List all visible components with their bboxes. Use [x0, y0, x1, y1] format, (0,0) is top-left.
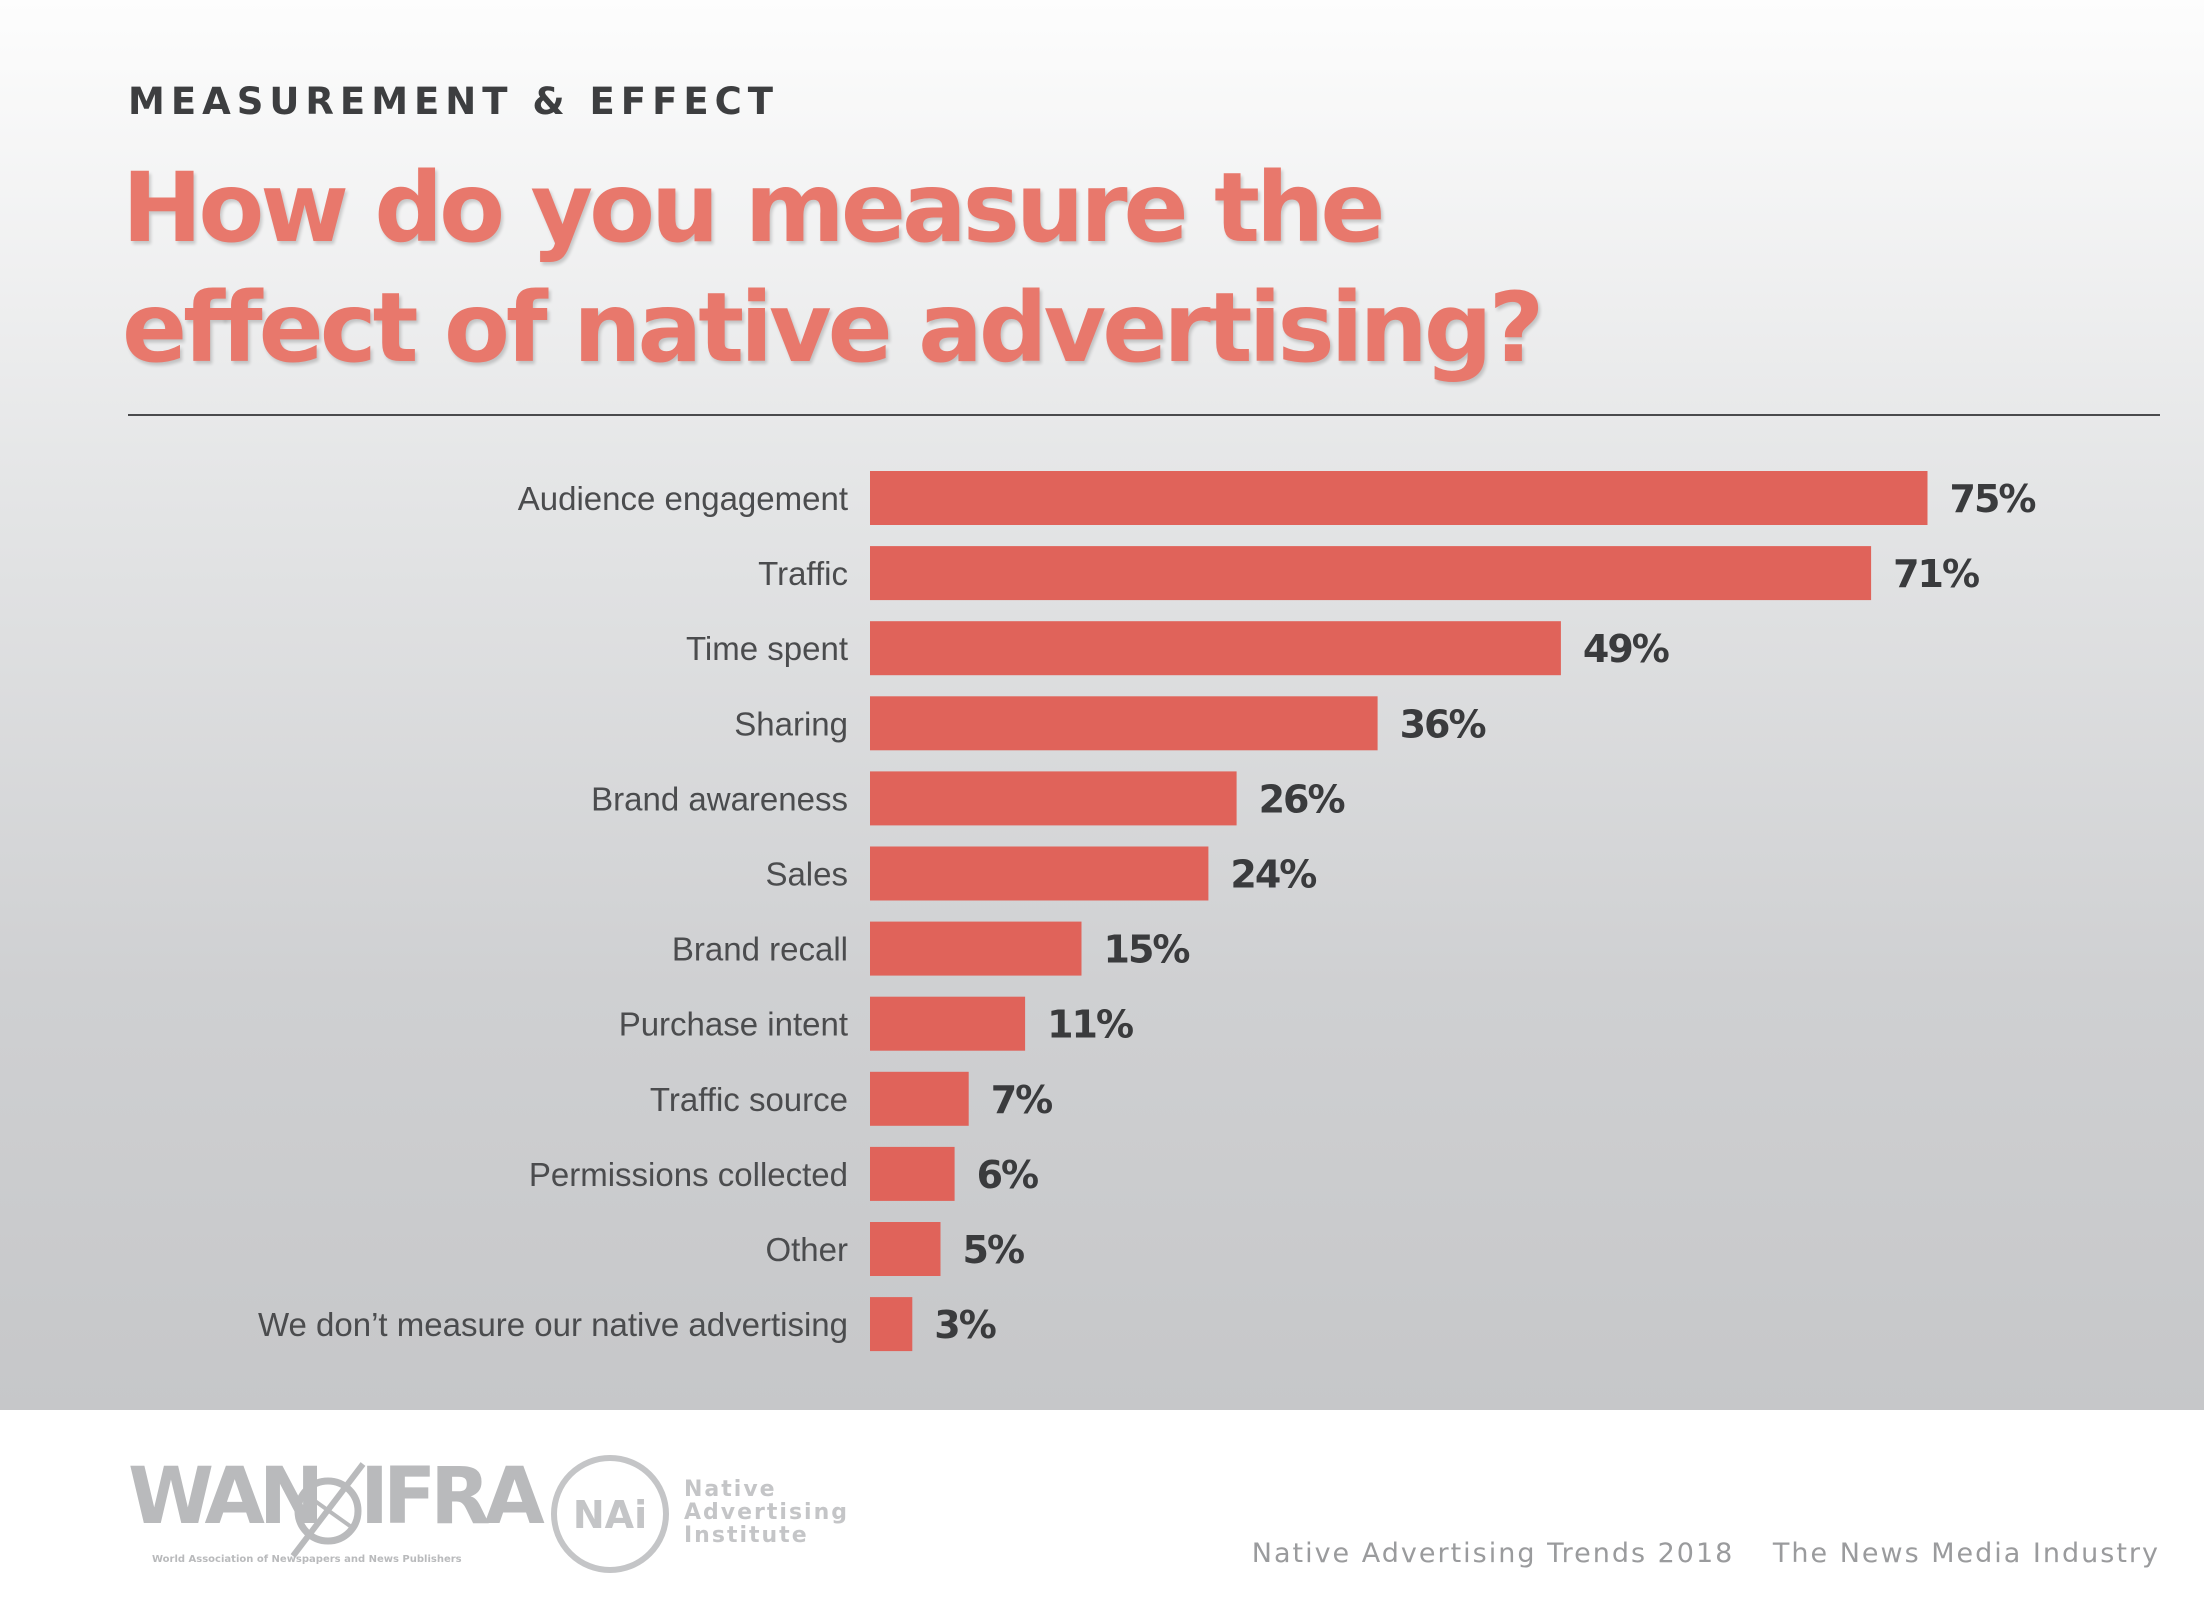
- bar-chart: Audience engagement 75% Traffic 71% Time spe…: [258, 471, 2037, 1352]
- category-label: Audience engagement: [518, 480, 848, 517]
- bar: [870, 621, 1561, 676]
- title-line-1: How do you measure the: [122, 152, 1385, 264]
- category-label: Sales: [765, 856, 848, 893]
- chart-title: How do you measure the effect of native …: [122, 148, 1722, 388]
- value-label: 15%: [1104, 928, 1190, 972]
- bar: [870, 996, 1026, 1051]
- wan-ifra-logo: WAN IFRA World Association of Newspapers…: [128, 1452, 545, 1582]
- category-label: Brand recall: [672, 931, 848, 968]
- category-label: Sharing: [734, 705, 848, 742]
- nai-wordmark: Native Advertising Institute: [684, 1478, 849, 1547]
- bar: [870, 846, 1209, 901]
- footer-source: Native Advertising Trends 2018 The News …: [1224, 1538, 2160, 1569]
- category-label: Purchase intent: [619, 1006, 848, 1043]
- value-label: 11%: [1047, 1003, 1133, 1047]
- value-label: 6%: [977, 1153, 1038, 1197]
- bar: [870, 546, 1872, 601]
- nai-line-1: Native: [684, 1477, 777, 1502]
- bar: [870, 921, 1082, 976]
- bar: [870, 1146, 955, 1201]
- bar: [870, 771, 1237, 826]
- value-label: 3%: [934, 1303, 995, 1347]
- category-label: We don’t measure our native advertising: [258, 1306, 848, 1343]
- category-label: Traffic source: [650, 1081, 848, 1118]
- value-label: 5%: [963, 1228, 1024, 1272]
- bar: [870, 1222, 941, 1276]
- bar: [870, 1297, 913, 1352]
- globe-icon: [290, 1462, 366, 1558]
- nai-line-3: Institute: [684, 1523, 809, 1548]
- ifra-logo-text: IFRA: [360, 1452, 545, 1542]
- value-label: 24%: [1230, 853, 1316, 897]
- value-label: 71%: [1893, 552, 1979, 596]
- nai-monogram: NAi: [573, 1493, 647, 1537]
- category-label: Permissions collected: [529, 1156, 848, 1193]
- category-label: Traffic: [758, 555, 848, 592]
- value-label: 36%: [1400, 702, 1486, 746]
- title-line-2: effect of native advertising?: [122, 272, 1544, 384]
- value-label: 7%: [991, 1078, 1052, 1122]
- category-label: Other: [765, 1231, 848, 1268]
- wan-tagline: World Association of Newspapers and News…: [152, 1554, 462, 1565]
- nai-line-2: Advertising: [684, 1500, 849, 1525]
- section-eyebrow: MEASUREMENT & EFFECT: [128, 80, 780, 123]
- nai-logo: NAi Native Advertising Institute: [548, 1452, 888, 1582]
- category-label: Time spent: [686, 630, 848, 667]
- divider-rule: [128, 414, 2160, 416]
- bar: [870, 471, 1928, 525]
- footer-industry: The News Media Industry: [1772, 1538, 2160, 1569]
- nai-circle-icon: NAi: [551, 1455, 669, 1573]
- value-label: 49%: [1583, 627, 1669, 671]
- footer-report-name: Native Advertising Trends 2018: [1251, 1538, 1735, 1569]
- value-label: 26%: [1259, 777, 1345, 821]
- value-label: 75%: [1950, 477, 2036, 521]
- bar: [870, 696, 1378, 751]
- category-label: Brand awareness: [591, 780, 848, 817]
- bar: [870, 1071, 969, 1126]
- wan-logo-text: WAN: [128, 1452, 324, 1542]
